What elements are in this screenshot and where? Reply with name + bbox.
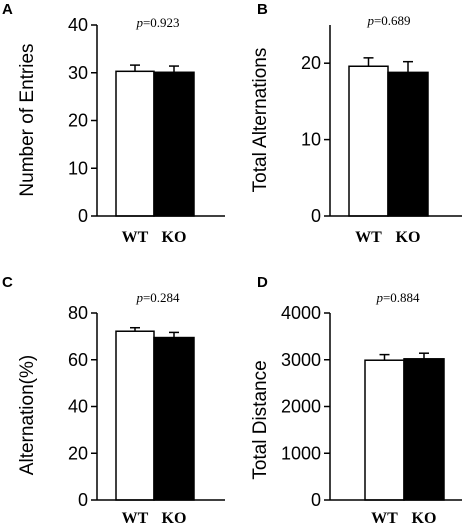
y-tick-label: 20 <box>68 443 88 463</box>
bar-ko <box>153 71 195 217</box>
panel-c: C p=0.284 Alternation(%) 0 20 40 60 80 WT KO <box>2 274 225 527</box>
x-category-label: WT <box>355 229 382 246</box>
y-axis-label: Total Distance <box>250 360 271 479</box>
panel-letter: C <box>2 274 13 291</box>
plot-area: 0 20 40 60 80 WT KO <box>68 303 225 527</box>
bar-wt <box>348 65 389 217</box>
y-tick-label: 20 <box>68 111 88 131</box>
panel-d: D p=0.884 Total Distance 0 1000 2000 3000 40… <box>250 274 462 527</box>
y-tick-label: 4000 <box>281 303 321 323</box>
bar-ko <box>403 358 445 501</box>
y-tick-label: 40 <box>68 15 88 35</box>
p-value-annotation: p=0.923 <box>135 15 179 30</box>
y-tick-label: 0 <box>78 490 88 510</box>
x-category-label: KO <box>162 229 187 246</box>
y-tick-label: 30 <box>68 63 88 83</box>
panel-letter: A <box>2 1 13 18</box>
x-category-label: KO <box>412 510 437 527</box>
plot-area: 0 10 20 30 40 WT KO <box>68 15 225 246</box>
y-tick-label: 0 <box>311 490 321 510</box>
panel-b: B p=0.689 Total Alternations 0 10 20 WT KO <box>250 1 462 246</box>
y-axis-label: Total Alternations <box>250 48 271 193</box>
p-value-annotation: p=0.689 <box>366 13 410 28</box>
x-category-label: WT <box>122 229 149 246</box>
x-category-label: WT <box>122 510 149 527</box>
y-tick-label: 40 <box>68 397 88 417</box>
y-tick-label: 60 <box>68 350 88 370</box>
y-tick-label: 0 <box>78 206 88 226</box>
panel-letter: B <box>257 1 268 18</box>
p-value-annotation: p=0.284 <box>135 290 180 305</box>
bar-ko <box>153 336 195 501</box>
p-value-annotation: p=0.884 <box>375 290 420 305</box>
y-axis-label: Number of Entries <box>17 43 38 196</box>
y-tick-label: 20 <box>301 53 321 73</box>
x-category-label: WT <box>371 510 398 527</box>
x-category-label: KO <box>396 229 421 246</box>
x-category-label: KO <box>162 510 187 527</box>
y-tick-label: 3000 <box>281 350 321 370</box>
plot-area: 0 1000 2000 3000 4000 WT KO <box>281 303 462 527</box>
y-axis-label: Alternation(%) <box>17 355 38 475</box>
y-tick-label: 1000 <box>281 443 321 463</box>
bar-wt <box>364 359 405 501</box>
bar-wt <box>115 330 155 501</box>
y-tick-label: 80 <box>68 303 88 323</box>
plot-area: 0 10 20 WT KO <box>301 25 462 246</box>
y-tick-label: 0 <box>311 206 321 226</box>
y-tick-label: 2000 <box>281 397 321 417</box>
bar-wt <box>115 70 155 217</box>
panel-letter: D <box>257 274 268 291</box>
bar-ko <box>387 71 429 217</box>
y-tick-label: 10 <box>301 130 321 150</box>
panel-a: A p=0.923 Number of Entries 0 10 20 30 40 WT K… <box>2 1 225 246</box>
y-tick-label: 10 <box>68 158 88 178</box>
